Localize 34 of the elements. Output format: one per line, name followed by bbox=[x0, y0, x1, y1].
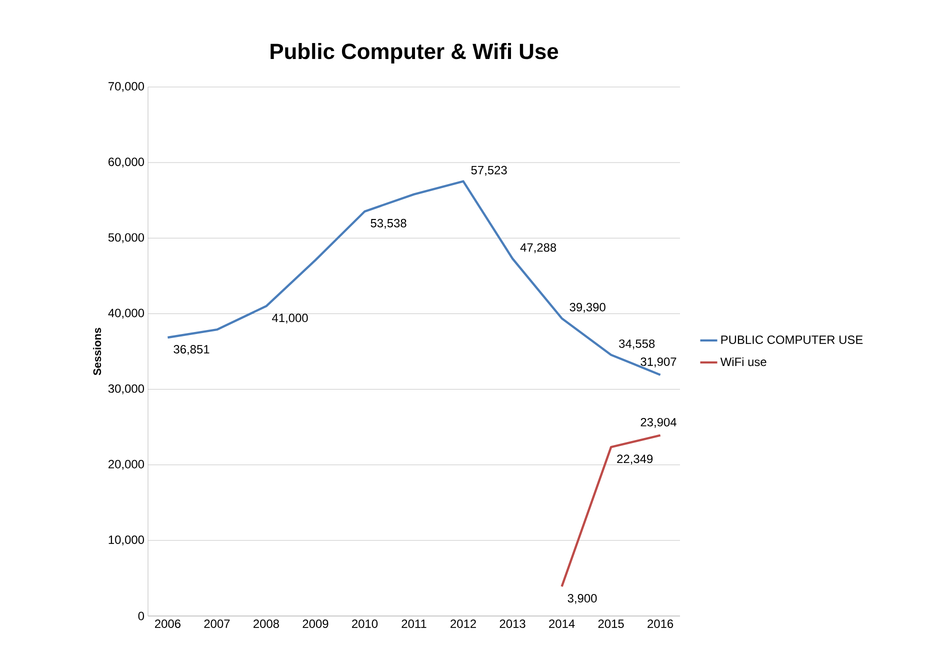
x-tick-label: 2014 bbox=[549, 620, 575, 628]
y-tick-label: 10,000 bbox=[108, 535, 144, 546]
legend-label: WiFi use bbox=[720, 357, 766, 366]
x-tick-label: 2013 bbox=[500, 620, 526, 628]
data-label: 41,000 bbox=[272, 314, 308, 324]
data-label: 23,904 bbox=[640, 418, 676, 428]
chart-title: Public Computer & Wifi Use bbox=[270, 43, 558, 64]
x-tick-label: 2012 bbox=[450, 620, 476, 628]
x-tick-label: 2006 bbox=[155, 620, 180, 628]
data-label: 36,851 bbox=[174, 345, 210, 355]
y-tick-label: 20,000 bbox=[108, 460, 144, 470]
x-tick-label: 2011 bbox=[402, 620, 426, 628]
data-label: 34,558 bbox=[619, 339, 655, 350]
x-tick-label: 2008 bbox=[254, 620, 279, 628]
legend-label: PUBLIC COMPUTER USE bbox=[721, 336, 863, 344]
y-tick-label: 40,000 bbox=[108, 308, 144, 319]
y-tick-label: 60,000 bbox=[108, 158, 144, 168]
x-tick-label: 2007 bbox=[204, 620, 230, 628]
data-label: 39,390 bbox=[570, 302, 606, 313]
x-tick-label: 2010 bbox=[352, 620, 378, 628]
y-tick-label: 30,000 bbox=[108, 384, 144, 394]
x-tick-label: 2015 bbox=[598, 620, 624, 628]
data-label: 31,907 bbox=[640, 357, 676, 368]
data-label: 53,538 bbox=[370, 218, 406, 229]
y-tick-label: 70,000 bbox=[108, 82, 144, 92]
data-label: 22,349 bbox=[617, 454, 653, 464]
x-tick-label: 2016 bbox=[648, 620, 674, 628]
data-label: 3,900 bbox=[568, 594, 597, 604]
y-tick-label: 0 bbox=[138, 612, 144, 620]
data-label: 47,288 bbox=[520, 243, 556, 254]
y-tick-label: 50,000 bbox=[108, 233, 144, 244]
y-axis-title: Sessions bbox=[93, 328, 102, 376]
data-label: 57,523 bbox=[471, 166, 507, 176]
x-tick-label: 2009 bbox=[302, 620, 328, 628]
